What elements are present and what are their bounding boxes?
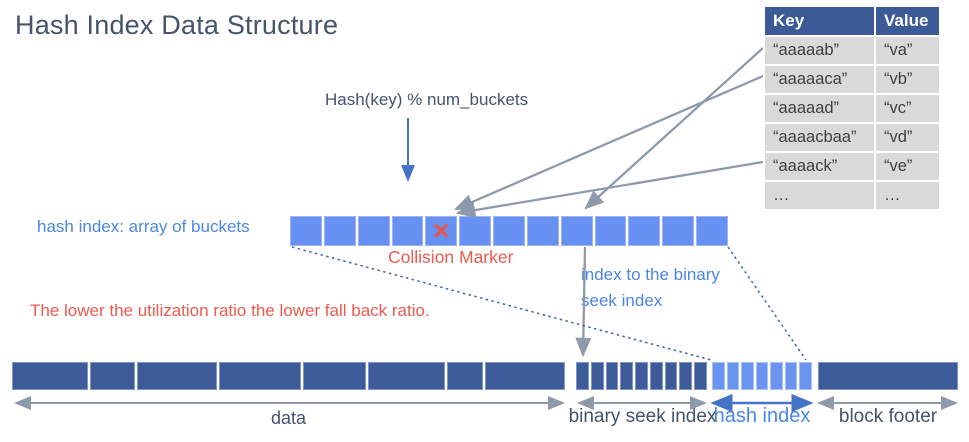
- binary-seek-index-cell: [590, 362, 604, 390]
- hash-index-cell: [712, 362, 725, 390]
- data-cell: [367, 362, 446, 390]
- bucket-cell: [662, 216, 695, 246]
- binary-seek-index-cell: [679, 362, 693, 390]
- table-cell: “vb”: [876, 66, 939, 93]
- bucket-cell: [459, 216, 492, 246]
- table-cell: “aaaack”: [765, 153, 874, 180]
- key-column-header: Key: [765, 7, 874, 35]
- bucket-cell: [696, 216, 728, 246]
- hash-index-cell: [726, 362, 740, 390]
- hash-index-label: hash index: [713, 405, 811, 427]
- data-cell: [12, 362, 88, 390]
- data-section-label: data: [270, 408, 307, 428]
- data-cell: [137, 362, 217, 390]
- table-row: “aaaaad” “vc”: [765, 95, 939, 122]
- binary-seek-index-section: [576, 362, 708, 390]
- table-cell: “aaaaad”: [765, 95, 874, 122]
- table-cell: “ve”: [876, 153, 939, 180]
- table-row: “aaaaab” “va”: [765, 37, 939, 64]
- dotted-map-right: [727, 246, 807, 361]
- table-header-row: Key Value: [765, 7, 939, 35]
- hash-index-cell: [799, 362, 813, 390]
- binary-seek-index-cell: [649, 362, 663, 390]
- hash-index-cell: [741, 362, 754, 390]
- bucket-cell: [290, 216, 322, 246]
- data-cell: [447, 362, 484, 390]
- table-cell: “vc”: [876, 95, 939, 122]
- data-cell: [218, 362, 302, 390]
- table-row: ……: [765, 182, 939, 209]
- bucket-cell: [323, 216, 356, 246]
- table-cell: “aaaacbaa”: [765, 124, 874, 151]
- table-cell: “aaaaaca”: [765, 66, 874, 93]
- data-cell: [303, 362, 366, 390]
- bucket-cell: [391, 216, 424, 246]
- table-row: “aaaacbaa” “vd”: [765, 124, 939, 151]
- block-footer-label: block footer: [838, 406, 938, 427]
- hash-bucket-array: ✕: [290, 216, 728, 246]
- utilization-note: The lower the utilization ratio the lowe…: [30, 301, 430, 320]
- index-to-seek-note: index to the binary seek index: [581, 262, 720, 314]
- bucket-cell: [628, 216, 661, 246]
- bucket-cell: [493, 216, 525, 246]
- binary-seek-index-cell: [576, 362, 589, 390]
- table-cell: …: [876, 182, 939, 209]
- table-cell: “aaaaab”: [765, 37, 874, 64]
- data-section: [12, 362, 565, 390]
- binary-seek-index-cell: [635, 362, 648, 390]
- hash-index-cell: [755, 362, 769, 390]
- hash-index-cell: [784, 362, 798, 390]
- binary-seek-index-cell: [620, 362, 634, 390]
- data-cell: [485, 362, 565, 390]
- bucket-cell: [594, 216, 627, 246]
- hash-index-cell: [770, 362, 783, 390]
- index-note-line2: seek index: [581, 291, 663, 310]
- key-value-table: Key Value “aaaaab” “va” “aaaaaca” “vb” “aaaa…: [763, 5, 941, 211]
- binary-seek-index-cell: [605, 362, 619, 390]
- table-row: “aaaaaca” “vb”: [765, 66, 939, 93]
- arrow-key5-to-collision-bucket: [455, 160, 764, 219]
- index-note-line1: index to the binary: [581, 265, 720, 284]
- value-column-header: Value: [876, 7, 939, 35]
- binary-seek-index-label: binary seek index: [568, 406, 717, 427]
- collision-marker-label: Collision Marker: [388, 247, 514, 267]
- bucket-array-label: hash index: array of buckets: [37, 217, 250, 236]
- binary-seek-index-cell: [694, 362, 708, 390]
- table-cell: “va”: [876, 37, 939, 64]
- bucket-cell: [560, 216, 593, 246]
- block-footer-cell: [818, 362, 958, 390]
- collision-marker: ✕: [425, 216, 458, 246]
- hash-function-label: Hash(key) % num_buckets: [325, 90, 529, 109]
- table-cell: …: [765, 182, 874, 209]
- bucket-cell: [526, 216, 559, 246]
- data-cell: [89, 362, 136, 390]
- page-title: Hash Index Data Structure: [15, 10, 339, 40]
- bucket-cell: [357, 216, 390, 246]
- binary-seek-index-cell: [664, 362, 678, 390]
- hash-index-section: [712, 362, 813, 390]
- table-cell: “vd”: [876, 124, 939, 151]
- arrow-key1-to-bucket: [584, 47, 764, 210]
- block-footer-section: [818, 362, 958, 390]
- table-row: “aaaack” “ve”: [765, 153, 939, 180]
